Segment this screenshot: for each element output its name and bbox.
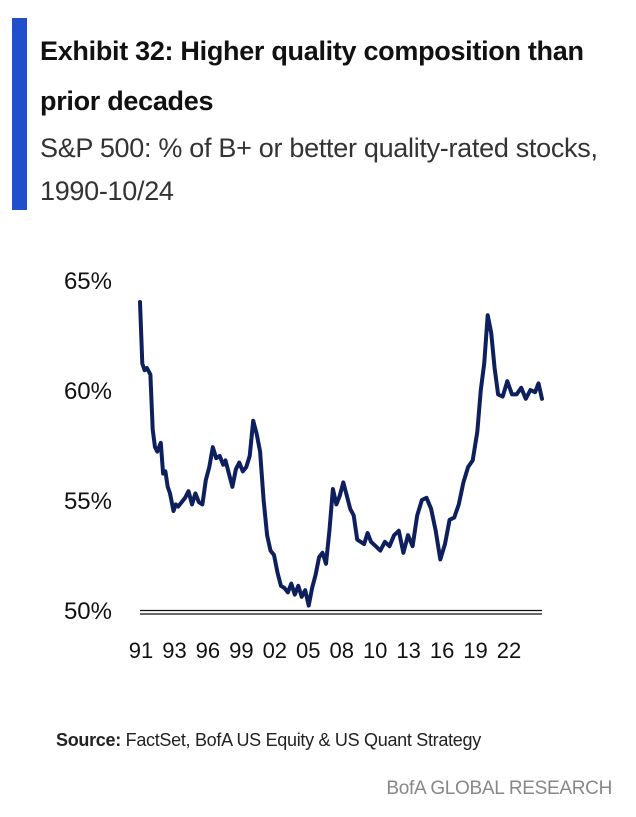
line-chart: 50% 55% 60% 65% 91 93 96 99 02 05 08 10 13 16 19 22 <box>64 268 544 663</box>
x-tick-label: 08 <box>329 638 353 663</box>
y-tick-label: 50% <box>64 598 112 625</box>
x-tick-label: 02 <box>263 638 287 663</box>
x-axis-ticks: 91 93 96 99 02 05 08 10 13 16 19 22 <box>129 638 521 663</box>
y-axis-ticks: 50% 55% 60% 65% <box>64 268 112 625</box>
x-tick-label: 10 <box>363 638 387 663</box>
x-tick-label: 96 <box>196 638 220 663</box>
y-tick-label: 65% <box>64 268 112 295</box>
source-label: Source: <box>56 730 121 750</box>
x-tick-label: 13 <box>396 638 420 663</box>
x-tick-label: 99 <box>229 638 253 663</box>
y-tick-label: 60% <box>64 378 112 405</box>
source-note: Source: FactSet, BofA US Equity & US Qua… <box>56 730 481 751</box>
series-line <box>138 300 544 608</box>
x-tick-label: 91 <box>129 638 153 663</box>
x-tick-label: 16 <box>430 638 454 663</box>
y-tick-label: 55% <box>64 488 112 515</box>
chart-subtitle: S&P 500: % of B+ or better quality-rated… <box>40 133 598 206</box>
chart-title: Exhibit 32: Higher quality composition t… <box>40 36 584 116</box>
brand-footer: BofA GLOBAL RESEARCH <box>386 778 612 799</box>
x-tick-label: 19 <box>463 638 487 663</box>
x-tick-label: 93 <box>162 638 186 663</box>
x-tick-label: 22 <box>497 638 521 663</box>
x-tick-label: 05 <box>296 638 320 663</box>
accent-bar <box>12 18 27 210</box>
source-text: FactSet, BofA US Equity & US Quant Strat… <box>125 730 482 750</box>
